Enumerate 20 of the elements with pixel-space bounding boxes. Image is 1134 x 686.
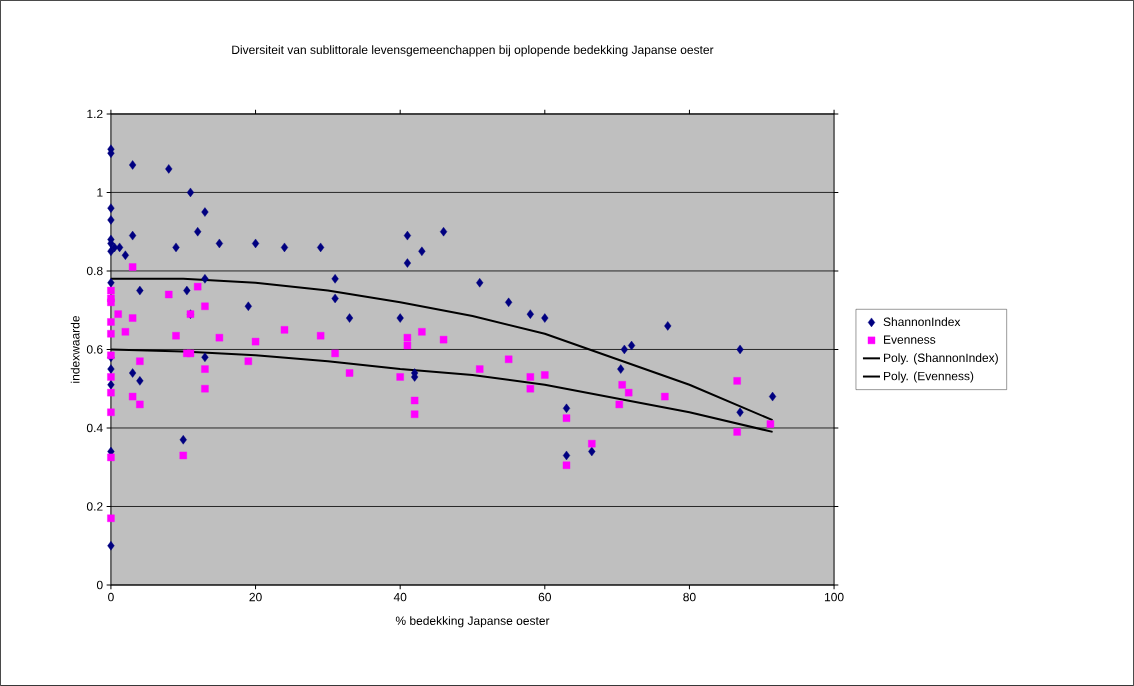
y-tick-label: 1.2 [87, 109, 103, 119]
legend-label: Poly. (ShannonIndex) [884, 353, 998, 365]
x-tick-label: 100 [824, 592, 844, 602]
x-tick-label: 20 [249, 592, 262, 602]
y-tick-label: 0 [96, 580, 103, 590]
y-tick-label: 0.6 [86, 345, 103, 354]
legend-label: Poly. (Evenness) [884, 371, 974, 383]
chart-title: Diversiteit van sublittorale levensgemeenchappen bij oplopende bedekking Japanse oester [232, 45, 714, 57]
y-tick-label: 0.2 [86, 502, 103, 511]
legend-label: Evenness [884, 335, 936, 344]
x-tick-label: 0 [108, 592, 114, 602]
y-tick-label: 1 [97, 188, 103, 197]
x-axis-title: % bedekking Japanse oester [395, 616, 550, 628]
x-tick-label: 80 [683, 592, 696, 602]
legend-label: ShannonIndex [883, 317, 961, 327]
x-tick-label: 60 [538, 592, 552, 602]
y-tick-label: 0.8 [86, 266, 103, 276]
y-axis-title: indexwaarde [70, 316, 80, 383]
x-tick-label: 40 [393, 592, 407, 602]
y-tick-label: 0.4 [86, 423, 103, 433]
